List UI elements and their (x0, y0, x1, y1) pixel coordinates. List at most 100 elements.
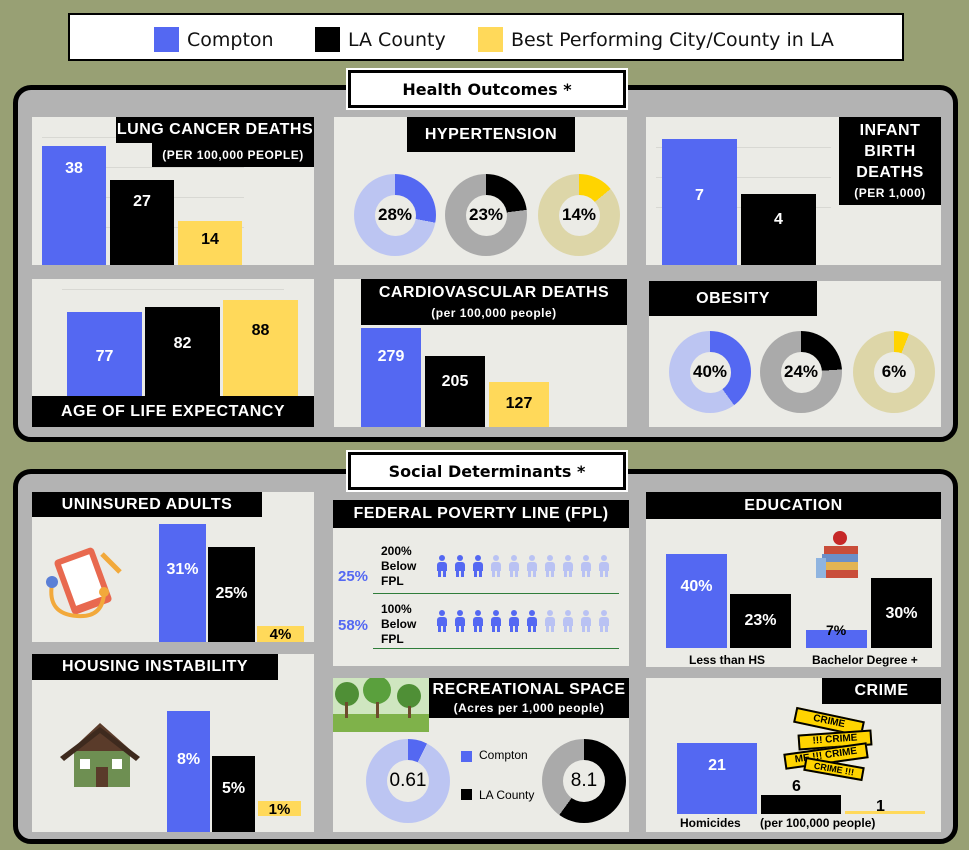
park-photo (333, 678, 429, 732)
obesity-donut-best: 6% (853, 331, 935, 413)
infant-deaths-panel: 7 4 INFANT BIRTH DEATHS (PER 1,000) (646, 117, 941, 265)
fpl-panel: FEDERAL POVERTY LINE (FPL) 25% 200% Below… (333, 500, 629, 666)
education-value-compton-bachelor: 7% (826, 622, 847, 638)
crime-panel: CRIME CRIME !!! CRIME ME !!! CRIME CRIME… (646, 678, 941, 832)
social-determinants-header: Social Determinants * (346, 450, 628, 492)
person-icon (562, 555, 574, 577)
lung-bar-county: 27 (110, 180, 174, 265)
housing-panel: HOUSING INSTABILITY 8% 5% 1% (32, 654, 314, 832)
education-panel: EDUCATION 40% 23% 7% 30% Less than HS Ba… (646, 492, 941, 667)
education-bar-county-less-hs: 23% (730, 594, 791, 648)
person-icon (454, 555, 466, 577)
uninsured-bar-compton: 31% (159, 524, 206, 642)
person-icon (580, 610, 592, 632)
housing-title: HOUSING INSTABILITY (32, 654, 278, 680)
person-icon (454, 610, 466, 632)
hypertension-donut-compton: 28% (354, 174, 436, 256)
hypertension-donut-county: 23% (445, 174, 527, 256)
fpl-people-row-100 (436, 610, 616, 634)
person-icon (436, 610, 448, 632)
person-icon (472, 555, 484, 577)
life-expectancy-panel: 77 82 88 AGE OF LIFE EXPECTANCY (32, 279, 314, 427)
person-icon (526, 610, 538, 632)
legend-best: Best Performing City/County in LA (478, 27, 834, 52)
person-icon (490, 555, 502, 577)
person-icon (562, 610, 574, 632)
recreation-legend-compton: Compton (479, 748, 528, 762)
uninsured-title: UNINSURED ADULTS (32, 492, 262, 517)
fpl-pct-100: 58% (338, 617, 369, 634)
fpl-title: FEDERAL POVERTY LINE (FPL) (333, 500, 629, 528)
cardiovascular-panel: 279 205 127 CARDIOVASCULAR DEATHS (per 1… (334, 279, 627, 427)
crime-label-rate: (per 100,000 people) (760, 816, 876, 830)
recreation-legend-county-swatch (461, 789, 472, 800)
housing-bar-best: 1% (258, 801, 301, 818)
person-icon (490, 610, 502, 632)
person-icon (508, 555, 520, 577)
obesity-title: OBESITY (649, 281, 817, 316)
education-label-bachelor: Bachelor Degree + (812, 653, 918, 667)
infant-title: INFANT BIRTH DEATHS (PER 1,000) (839, 117, 941, 205)
compton-swatch (154, 27, 179, 52)
cardio-bar-county: 205 (425, 356, 485, 427)
lung-subtitle: (PER 100,000 PEOPLE) (152, 143, 314, 167)
person-icon (598, 555, 610, 577)
recreation-legend-compton-swatch (461, 751, 472, 762)
lung-bar-best: 14 (178, 221, 242, 265)
la-county-swatch (315, 27, 340, 52)
lung-title: LUNG CANCER DEATHS (116, 117, 314, 143)
infant-bar-county: 4 (741, 194, 816, 265)
education-bar-county-bachelor: 30% (871, 578, 932, 648)
person-icon (598, 610, 610, 632)
crime-tape-graphic: CRIME !!! CRIME ME !!! CRIME CRIME !!! (764, 706, 904, 794)
legend-la-county: LA County (315, 27, 446, 52)
person-icon (544, 555, 556, 577)
education-bar-compton-bachelor (806, 630, 867, 648)
lung-bar-compton: 38 (42, 146, 106, 265)
recreation-panel: RECREATIONAL SPACE (Acres per 1,000 peop… (333, 678, 629, 832)
hypertension-panel: HYPERTENSION 28% 23% 14% (334, 117, 627, 265)
crime-title: CRIME (822, 678, 941, 704)
uninsured-panel: UNINSURED ADULTS 31% 25% 4% (32, 492, 314, 643)
cardio-bar-best: 127 (489, 382, 549, 427)
infant-bar-compton: 7 (662, 139, 737, 265)
person-icon (544, 610, 556, 632)
crime-bar-compton: 21 (677, 743, 757, 814)
obesity-donut-compton: 40% (669, 331, 751, 413)
person-icon (508, 610, 520, 632)
fpl-label-100: 100% Below FPL (381, 602, 417, 646)
best-swatch (478, 27, 503, 52)
legend: Compton LA County Best Performing City/C… (68, 13, 904, 61)
cardio-title: CARDIOVASCULAR DEATHS (per 100,000 peopl… (361, 279, 627, 325)
health-outcomes-header: Health Outcomes * (346, 68, 628, 110)
housing-bar-compton: 8% (167, 711, 210, 832)
uninsured-bar-best: 4% (257, 626, 304, 643)
crime-value-best: 1 (876, 798, 885, 815)
legend-compton: Compton (154, 27, 274, 52)
clipboard-stethoscope-icon (46, 547, 122, 619)
education-bar-compton-less-hs: 40% (666, 554, 727, 648)
fpl-pct-200: 25% (338, 568, 369, 585)
hypertension-donut-best: 14% (538, 174, 620, 256)
crime-bar-best (845, 811, 925, 814)
education-title: EDUCATION (646, 492, 941, 519)
hypertension-title: HYPERTENSION (407, 117, 575, 152)
person-icon (580, 555, 592, 577)
recreation-legend-county: LA County (479, 788, 535, 802)
life-title: AGE OF LIFE EXPECTANCY (32, 396, 314, 427)
fpl-people-row-200 (436, 555, 616, 579)
obesity-donut-county: 24% (760, 331, 842, 413)
recreation-donut-county: 8.1 (542, 739, 626, 823)
crime-bar-county (761, 795, 841, 814)
house-icon (60, 723, 140, 787)
lung-cancer-panel: 38 27 14 LUNG CANCER DEATHS (PER 100,000… (32, 117, 314, 265)
crime-label-homicides: Homicides (680, 816, 741, 830)
recreation-title: RECREATIONAL SPACE (Acres per 1,000 peop… (429, 678, 629, 718)
person-icon (472, 610, 484, 632)
education-label-less-hs: Less than HS (689, 653, 766, 667)
fpl-label-200: 200% Below FPL (381, 544, 417, 588)
crime-value-county: 6 (792, 778, 801, 795)
obesity-panel: OBESITY 40% 24% 6% (649, 281, 941, 427)
housing-bar-county: 5% (212, 756, 255, 832)
recreation-donut-compton: 0.61 (366, 739, 450, 823)
